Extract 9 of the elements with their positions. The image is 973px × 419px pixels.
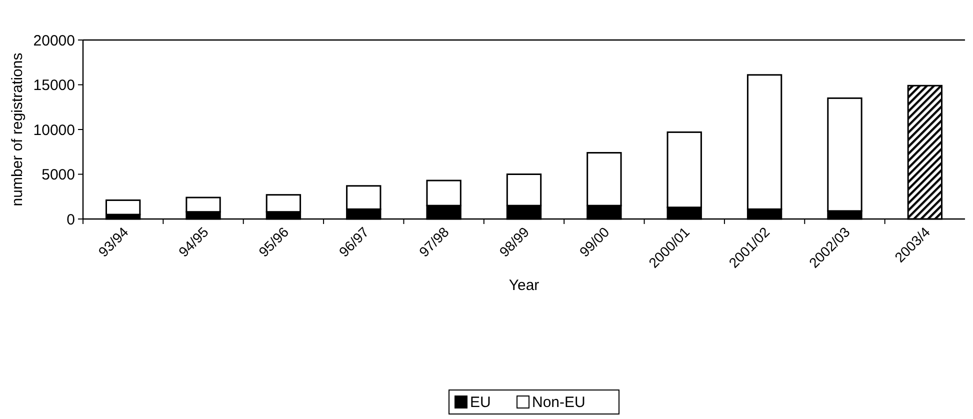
- y-tick-label: 5000: [42, 166, 75, 184]
- legend-label: EU: [470, 394, 491, 411]
- y-tick-label: 0: [66, 211, 75, 228]
- legend-label: Non-EU: [532, 394, 586, 411]
- y-tick-label: 20000: [33, 32, 75, 50]
- y-axis-title: number of registrations: [9, 52, 26, 206]
- y-tick-label: 15000: [33, 77, 75, 94]
- x-axis-title: Year: [508, 277, 540, 294]
- y-tick-label: 10000: [33, 122, 75, 139]
